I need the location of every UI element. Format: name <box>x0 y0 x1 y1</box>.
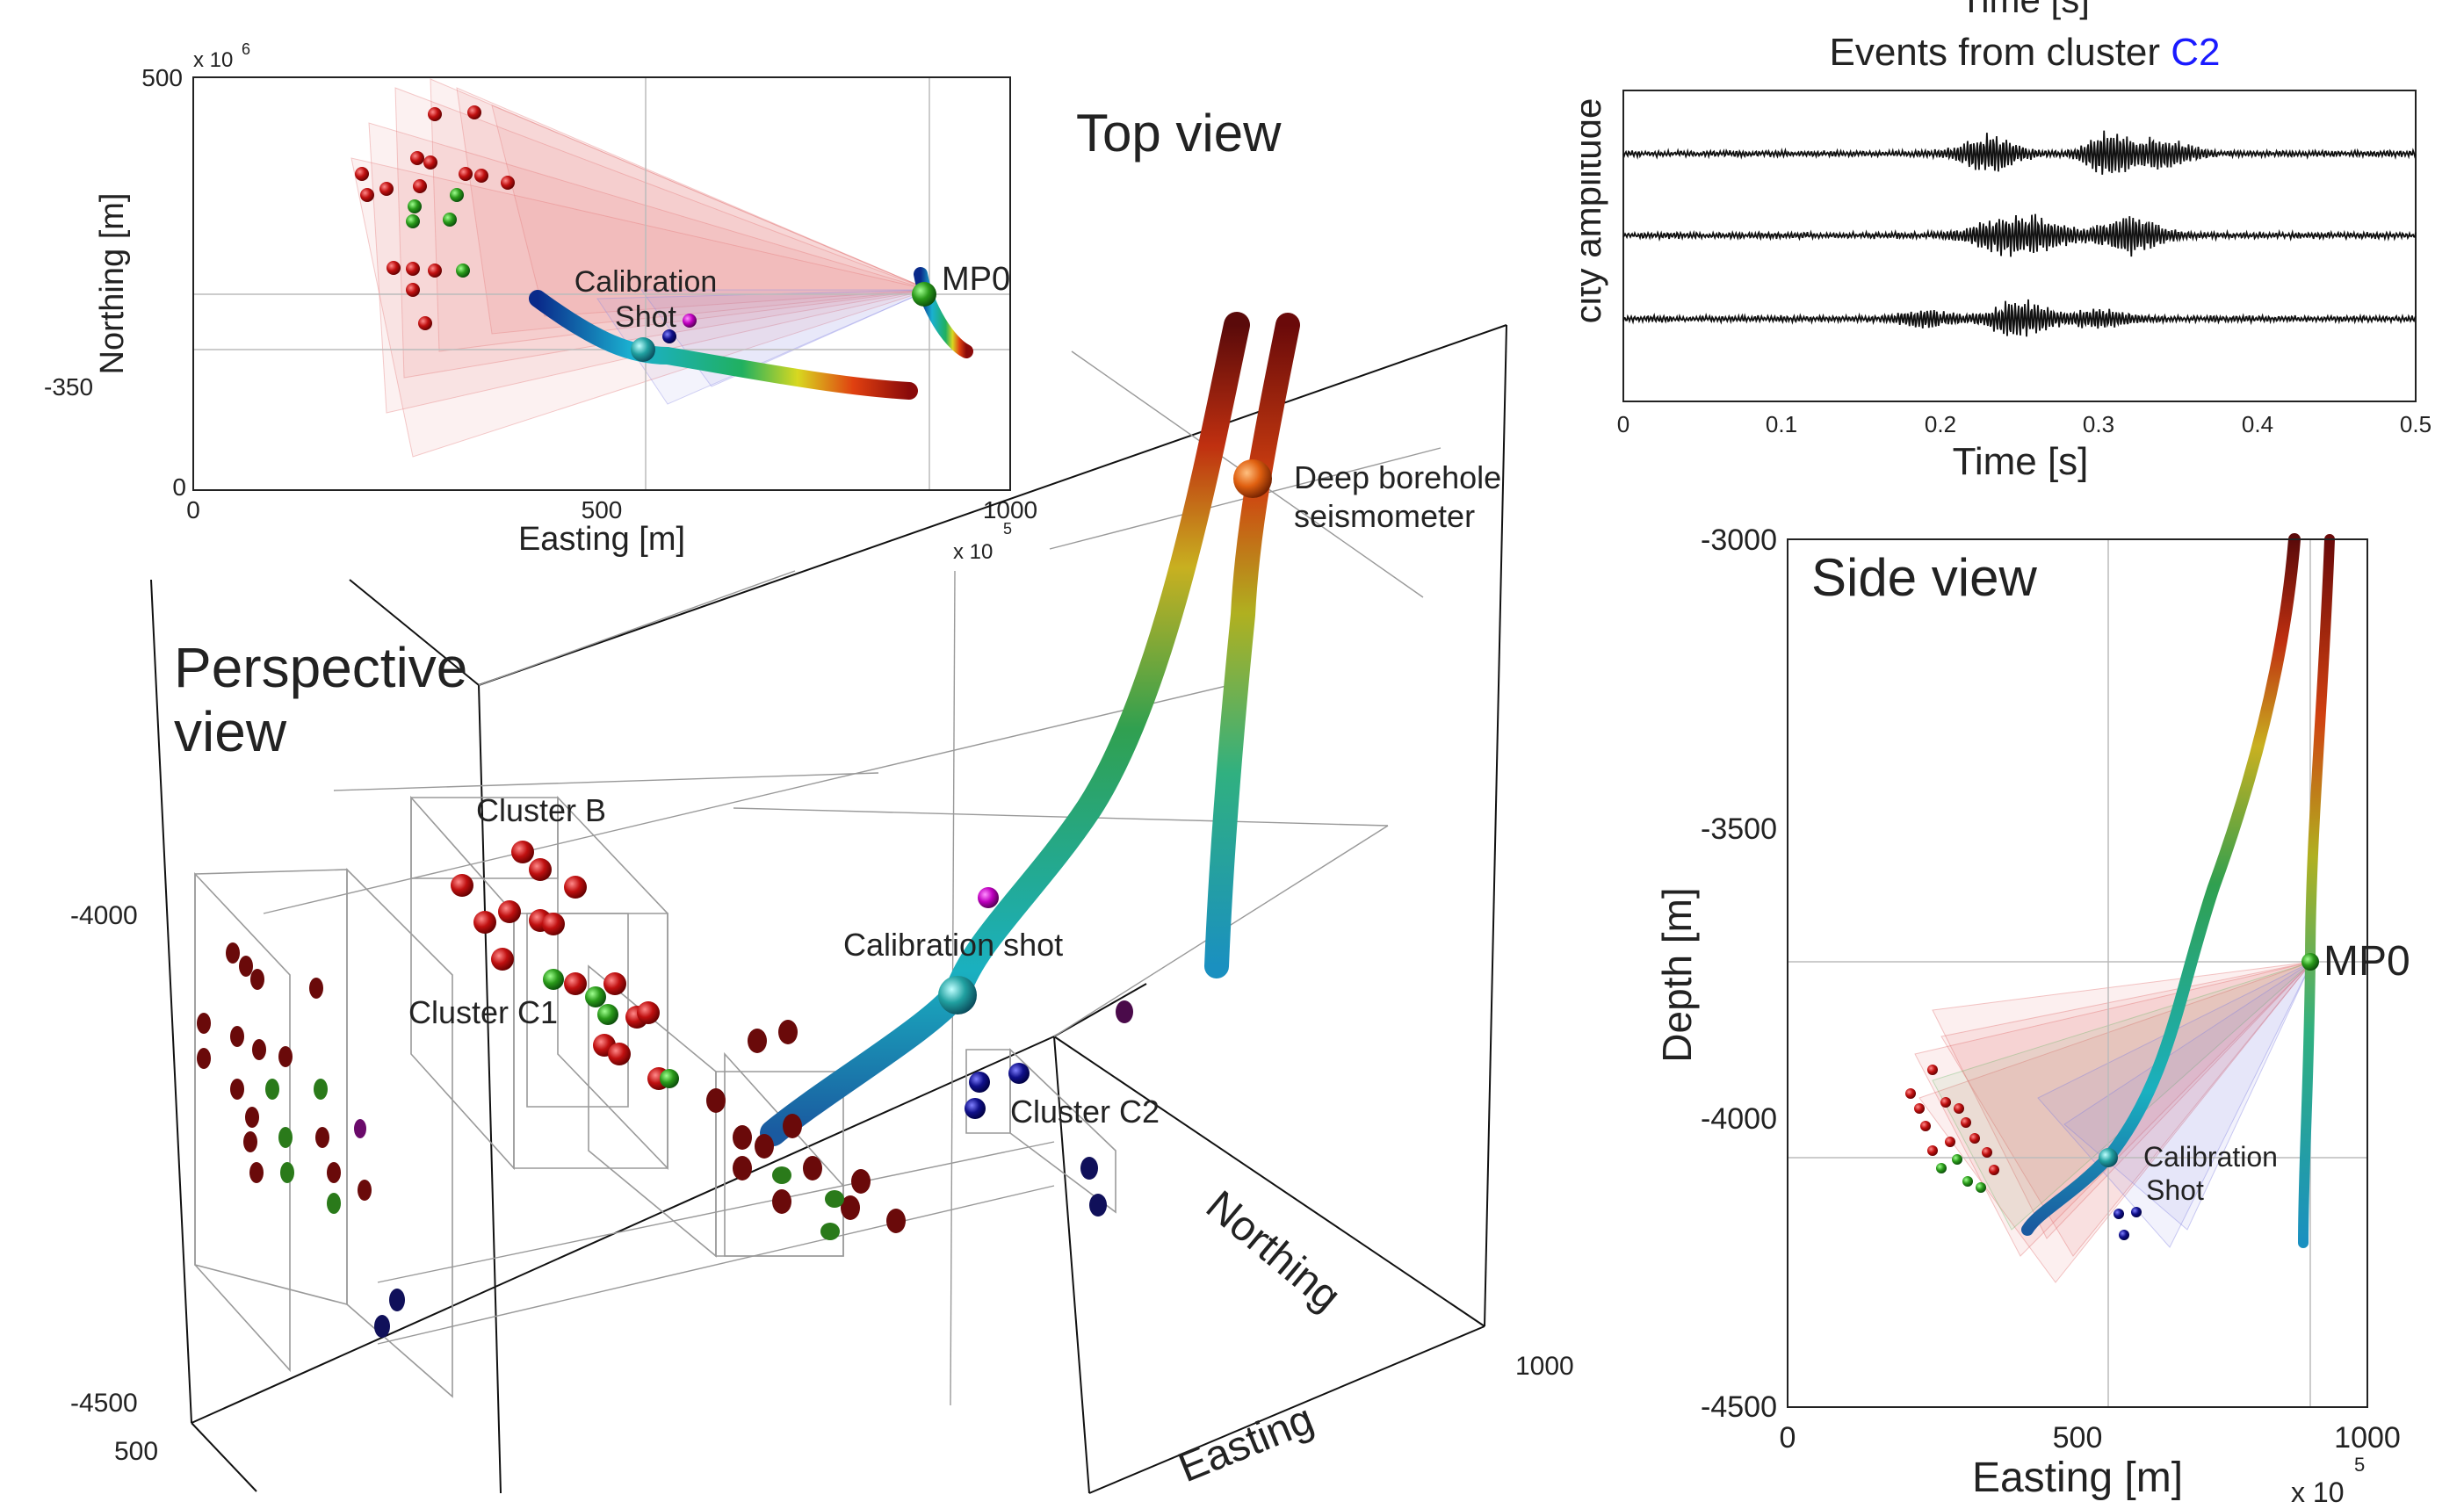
side-view-y-tick: -4000 <box>1701 1102 1777 1136</box>
waveform-trace-2 <box>1622 213 2417 257</box>
top-view-x-label: Easting [m] <box>518 521 685 558</box>
perspective-frame <box>150 324 1507 1494</box>
perspective-cluster-c2-label: Cluster C2 <box>1010 1094 1160 1130</box>
waveform-x-tick: 0 <box>1617 411 1629 437</box>
top-view-y-exponent-power: 6 <box>242 40 250 58</box>
top-view-ray-fans <box>350 78 931 458</box>
top-view-x-exponent: x 10 <box>953 540 993 564</box>
top-view-y-tick-clipped: -350 <box>44 373 93 401</box>
top-view-x-tick: 0 <box>186 496 200 523</box>
waveform-title: Events from cluster C2 <box>1829 31 2220 74</box>
side-view-x-tick: 1000 <box>2334 1421 2401 1455</box>
perspective-tick-4500: -4500 <box>70 1389 138 1418</box>
top-view-y-label: Northing [m] <box>94 193 131 375</box>
top-view-title: Top view <box>1076 104 1282 162</box>
side-view-mp0-label: MP0 <box>2323 938 2410 985</box>
waveform-x-tick: 0.2 <box>1925 411 1956 437</box>
side-view-y-tick: -3000 <box>1701 523 1777 557</box>
side-view-x-tick: 500 <box>2053 1421 2103 1455</box>
waveform-title-cluster: C2 <box>2171 31 2220 74</box>
perspective-axis-easting: Easting <box>1172 1396 1319 1491</box>
side-view-y-tick: -3500 <box>1701 812 1777 846</box>
top-view-panel: Calibration Shot MP0 Top view 0 500 1000… <box>44 40 1282 564</box>
side-view-x-exponent-power: 5 <box>2354 1454 2365 1476</box>
perspective-deep-label-1: Deep borehole <box>1294 459 1501 495</box>
perspective-panel: Perspective view Cluster B Cluster C1 Cl… <box>70 312 1574 1494</box>
side-view-frame <box>1787 538 2368 1408</box>
side-view-y-label: Depth [m] <box>1654 887 1700 1062</box>
top-view-y-tick: 0 <box>172 473 186 501</box>
top-view-mp0-label: MP0 <box>942 261 1010 298</box>
side-view-well-mp0 <box>2298 534 2335 1248</box>
waveform-trace-3 <box>1622 299 2417 337</box>
side-view-events <box>1905 953 2319 1240</box>
perspective-cluster-c1-label: Cluster C1 <box>408 994 558 1030</box>
top-view-y-exponent: x 10 <box>193 48 233 72</box>
perspective-deep-label-2: seismometer <box>1294 498 1475 534</box>
side-view-well-main <box>2021 533 2301 1236</box>
top-view-events <box>355 105 936 362</box>
waveform-x-label: Time [s] <box>1953 440 2089 483</box>
perspective-cluster-b-label: Cluster B <box>476 792 606 828</box>
side-view-title: Side view <box>1811 548 2037 607</box>
waveform-x-tick: 0.1 <box>1766 411 1797 437</box>
waveform-x-tick: 0.4 <box>2242 411 2273 437</box>
waveform-title-prefix: Events from cluster <box>1829 31 2171 74</box>
perspective-title-2: view <box>174 700 287 763</box>
waveform-frame <box>1622 90 2417 402</box>
top-view-x-tick: 1000 <box>983 496 1037 523</box>
perspective-cluster-boxes <box>194 795 1116 1398</box>
perspective-well-main <box>760 312 1250 1146</box>
waveform-panel: Time [s] Events from cluster C2 0 0.1 0.… <box>1564 0 2431 483</box>
top-view-calib-label: Calibration <box>574 265 718 299</box>
top-view-frame <box>192 76 1011 491</box>
perspective-tick-1000: 1000 <box>1515 1352 1574 1381</box>
perspective-title-1: Perspective <box>174 636 467 699</box>
side-view-calib-label: Shot <box>2146 1174 2204 1206</box>
side-view-x-exponent: x 10 <box>2291 1477 2344 1508</box>
top-view-well-main <box>529 290 918 400</box>
waveform-clipped-title: Time [s] <box>1960 0 2090 20</box>
side-view-ray-fans <box>1914 960 2314 1283</box>
perspective-calib-label: Calibration shot <box>843 927 1063 963</box>
side-view-x-label: Easting [m] <box>1972 1455 2183 1501</box>
side-view-x-tick: 0 <box>1780 1421 1796 1455</box>
side-view-y-tick: -4500 <box>1701 1390 1777 1424</box>
perspective-axis-northing: Northing <box>1197 1182 1349 1320</box>
perspective-events <box>197 459 1272 1338</box>
perspective-well-deep <box>1204 313 1300 978</box>
top-view-x-tick: 500 <box>582 496 623 523</box>
side-view-calib-label: Calibration <box>2143 1141 2278 1173</box>
waveform-x-tick: 0.5 <box>2400 411 2431 437</box>
perspective-tick-4000: -4000 <box>70 901 138 930</box>
top-view-y-tick: 500 <box>141 64 183 91</box>
top-view-x-exponent-power: 5 <box>1003 520 1012 538</box>
side-view-panel: Side view MP0 Calibration Shot -3000 -35… <box>1654 523 2410 1508</box>
top-view-calib-label: Shot <box>615 300 676 334</box>
waveform-label-clip <box>1564 0 1581 413</box>
perspective-tick-500: 500 <box>114 1437 158 1466</box>
waveform-trace-1 <box>1622 130 2417 175</box>
waveform-x-tick: 0.3 <box>2083 411 2114 437</box>
